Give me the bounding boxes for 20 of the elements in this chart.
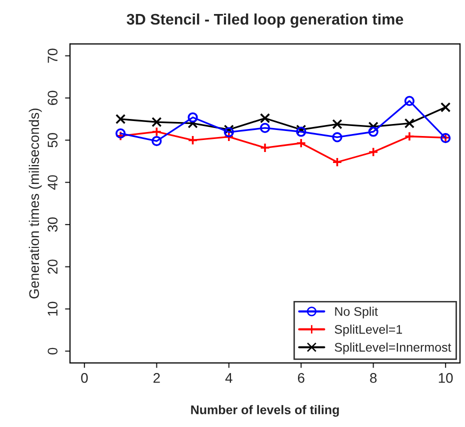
y-tick-label: 20 — [48, 260, 58, 274]
y-tick-label: 60 — [48, 90, 58, 106]
x-axis-title: Number of levels of tiling — [191, 405, 339, 417]
legend-label: SplitLevel=Innermost — [334, 342, 452, 354]
legend-label: No Split — [335, 306, 378, 318]
x-tick-label: 6 — [298, 373, 304, 383]
y-axis-title: Generation times (miliseconds) — [28, 108, 42, 298]
x-tick-label: 4 — [225, 373, 232, 383]
x-tick-label: 0 — [81, 373, 88, 383]
legend-label: SplitLevel=1 — [334, 324, 402, 336]
x-tick-label: 10 — [438, 373, 453, 383]
y-tick-label: 40 — [48, 175, 58, 190]
y-tick-label: 70 — [48, 48, 58, 63]
y-tick-label: 30 — [48, 217, 58, 232]
x-tick-label: 2 — [154, 373, 160, 383]
y-tick-label: 0 — [48, 348, 58, 354]
y-tick-label: 10 — [48, 302, 58, 316]
x-tick-label: 8 — [370, 373, 377, 383]
y-tick-label: 50 — [48, 132, 58, 148]
chart-title: 3D Stencil - Tiled loop generation time — [126, 13, 404, 28]
